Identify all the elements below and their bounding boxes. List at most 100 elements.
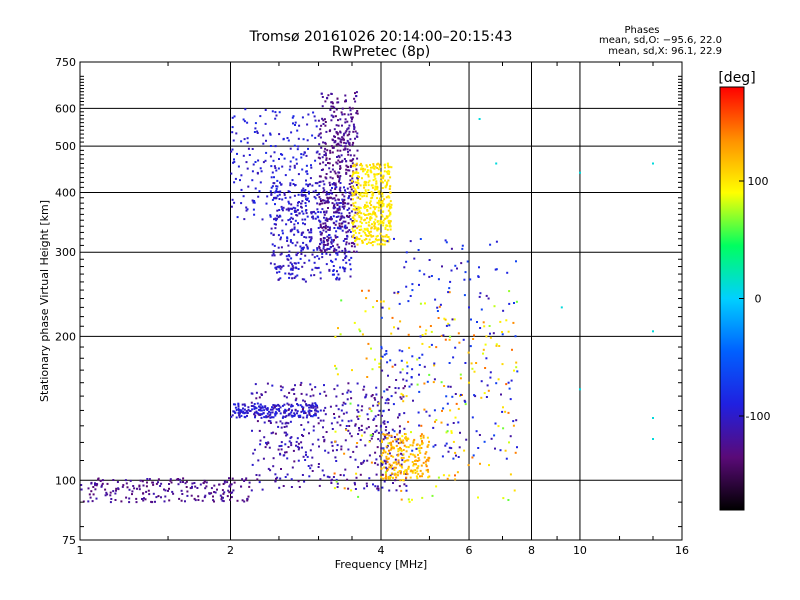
phase-point <box>336 444 339 447</box>
phase-point <box>306 245 309 248</box>
phase-point <box>360 212 363 215</box>
phase-point <box>399 439 402 442</box>
phase-point <box>454 393 457 395</box>
phase-point <box>302 435 305 437</box>
phase-point <box>294 124 296 126</box>
phase-point <box>337 154 340 157</box>
phase-point <box>247 406 250 409</box>
phase-point <box>344 257 347 259</box>
phase-point <box>340 215 343 218</box>
phase-point <box>355 190 357 193</box>
phase-point <box>284 174 287 177</box>
phase-point <box>380 396 383 399</box>
phase-point <box>403 266 406 269</box>
phase-point <box>354 229 356 232</box>
phase-point <box>345 243 348 246</box>
phase-point <box>392 461 395 464</box>
phase-point <box>230 172 233 175</box>
phase-point <box>288 255 291 258</box>
phase-point <box>275 219 278 222</box>
phase-point <box>334 335 337 338</box>
phase-point <box>348 250 351 253</box>
phase-point <box>148 478 151 481</box>
phase-point <box>375 429 378 432</box>
phase-point <box>276 194 279 197</box>
phase-point <box>95 484 98 487</box>
phase-point <box>335 194 338 197</box>
phase-point <box>323 150 326 153</box>
phase-point <box>327 94 330 97</box>
phase-point <box>349 154 352 157</box>
phase-point <box>331 197 334 200</box>
phase-point <box>277 408 280 411</box>
phase-point <box>382 204 385 207</box>
phase-point <box>256 402 259 405</box>
phase-point <box>502 406 504 409</box>
phase-point <box>418 424 421 427</box>
phase-point <box>203 496 206 499</box>
phase-point <box>270 186 273 189</box>
phase-point <box>323 210 326 213</box>
phase-point <box>280 236 282 239</box>
phase-point <box>354 488 357 490</box>
phase-point <box>275 197 278 200</box>
phase-point <box>323 199 326 202</box>
phase-point <box>304 400 306 403</box>
phase-point <box>353 221 356 224</box>
phase-point <box>255 410 258 413</box>
phase-point <box>255 474 258 476</box>
phase-point <box>375 206 378 209</box>
phase-point <box>359 220 362 223</box>
phase-point <box>275 185 278 188</box>
phase-point <box>416 467 419 470</box>
phase-point <box>131 490 134 493</box>
phase-point <box>235 132 238 135</box>
phase-point <box>351 116 354 119</box>
phase-point <box>358 415 361 418</box>
phase-point <box>425 329 428 332</box>
phase-point <box>409 444 412 447</box>
phase-point <box>277 190 280 193</box>
phase-point <box>270 227 273 230</box>
phase-point <box>331 138 334 141</box>
phase-point <box>345 142 347 145</box>
phase-point <box>367 224 370 227</box>
phase-point <box>273 196 275 199</box>
phase-point <box>287 403 290 406</box>
phase-point <box>213 484 216 487</box>
phase-point <box>422 461 425 464</box>
phase-point <box>333 170 336 173</box>
phase-point <box>380 460 383 463</box>
phase-point <box>305 416 308 419</box>
phase-point <box>333 239 335 242</box>
phase-point <box>286 237 289 240</box>
phase-point <box>332 105 335 108</box>
phase-point <box>448 324 451 327</box>
phase-point <box>376 243 379 246</box>
phase-point <box>356 409 359 412</box>
phase-point <box>274 480 277 483</box>
phase-point <box>377 202 380 205</box>
phase-point <box>389 448 392 451</box>
phase-point <box>477 447 480 449</box>
phase-point <box>319 175 322 178</box>
phase-point <box>295 397 298 400</box>
phase-point <box>307 421 310 424</box>
phase-point <box>271 406 273 409</box>
phase-point <box>322 141 325 144</box>
phase-point <box>321 469 324 472</box>
phase-point <box>314 409 316 412</box>
phase-point <box>408 500 411 503</box>
y-tick-label: 600 <box>55 102 76 115</box>
phase-point <box>507 411 510 414</box>
phase-point <box>275 268 278 270</box>
phase-point <box>366 376 369 378</box>
phase-point <box>290 203 293 206</box>
phase-point <box>359 164 362 167</box>
phase-point <box>466 260 469 263</box>
phase-point <box>332 164 334 167</box>
phase-point <box>427 443 430 446</box>
phase-point <box>325 217 328 220</box>
phase-point <box>438 305 441 308</box>
